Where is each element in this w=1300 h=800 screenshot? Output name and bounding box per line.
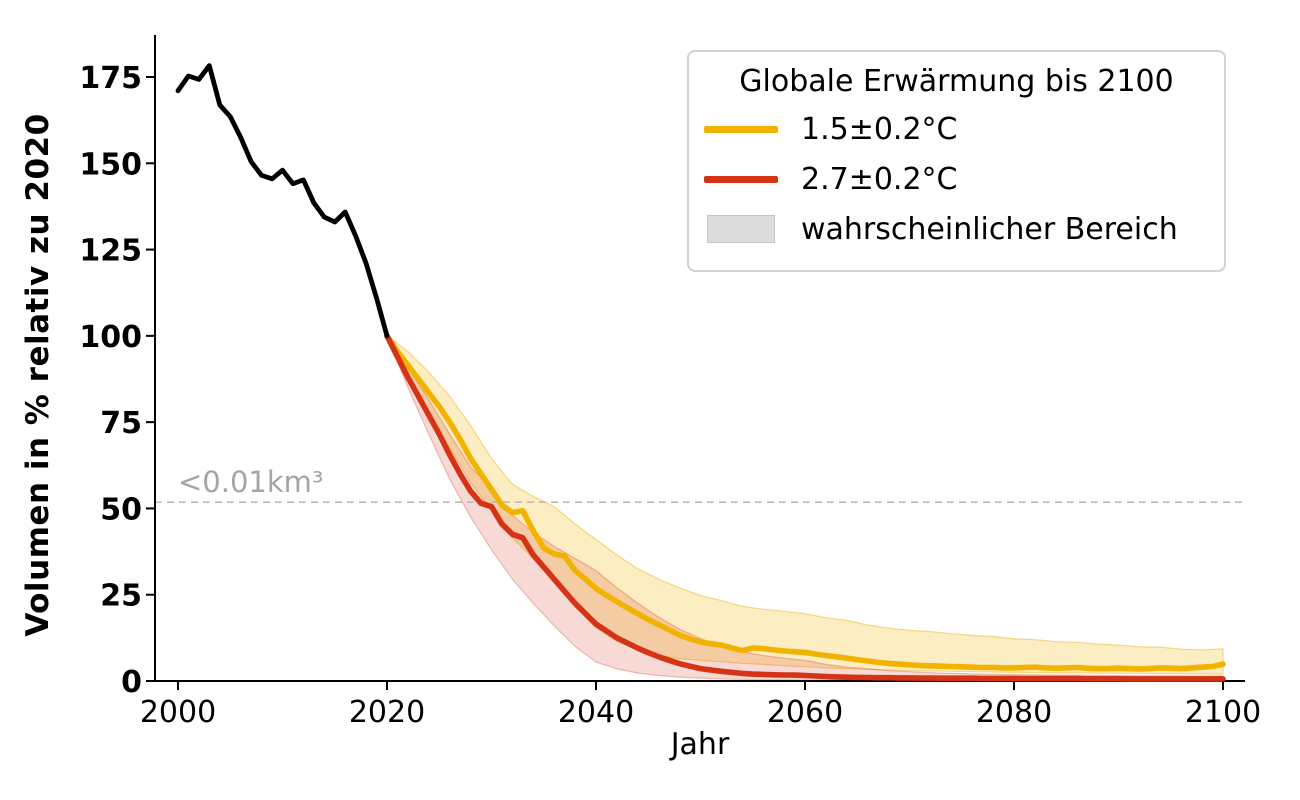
x-tick-label: 2000 [140, 695, 216, 730]
legend-title: Globale Erwärmung bis 2100 [739, 64, 1174, 99]
legend-swatch-wrap [703, 215, 779, 243]
x-tick-label: 2080 [976, 695, 1052, 730]
legend-label: 2.7±0.2°C [801, 161, 958, 197]
line-2-7c [384, 333, 1226, 682]
legend-label: wahrscheinlicher Bereich [801, 211, 1178, 247]
x-tick-label: 2020 [349, 695, 425, 730]
legend-item-2-7c: 2.7±0.2°C [689, 154, 1224, 204]
y-axis-label: Volumen in % relativ zu 2020 [20, 113, 56, 637]
x-tick-label: 2100 [1185, 695, 1261, 730]
x-tick-label: 2040 [558, 695, 634, 730]
uncertainty-band-1-5c [386, 335, 1224, 675]
y-tick-label: 25 [100, 579, 142, 614]
y-tick-label: 150 [79, 147, 142, 182]
x-tick-label: 2060 [767, 695, 843, 730]
y-tick-label: 125 [79, 234, 142, 269]
y-tick-label: 75 [100, 406, 142, 441]
legend: Globale Erwärmung bis 2100 1.5±0.2°C 2.7… [687, 50, 1226, 272]
legend-swatch-wrap [703, 175, 779, 183]
threshold-label: <0.01km³ [178, 465, 324, 499]
legend-swatch-wrap [703, 125, 779, 133]
legend-item-1-5c: 1.5±0.2°C [689, 104, 1224, 154]
line-swatch-2-7c [704, 175, 778, 183]
line-1-5c [384, 333, 1226, 672]
line-swatch-1-5c [704, 125, 778, 133]
y-tick-label: 175 [79, 61, 142, 96]
y-tick-label: 0 [121, 665, 142, 700]
x-axis-label: Jahr [670, 727, 730, 762]
line-historical [175, 63, 390, 339]
patch-swatch-range [707, 215, 775, 243]
legend-label: 1.5±0.2°C [801, 111, 958, 147]
y-tick-label: 100 [79, 320, 142, 355]
legend-item-range: wahrscheinlicher Bereich [689, 204, 1224, 254]
y-tick-label: 50 [100, 492, 142, 527]
